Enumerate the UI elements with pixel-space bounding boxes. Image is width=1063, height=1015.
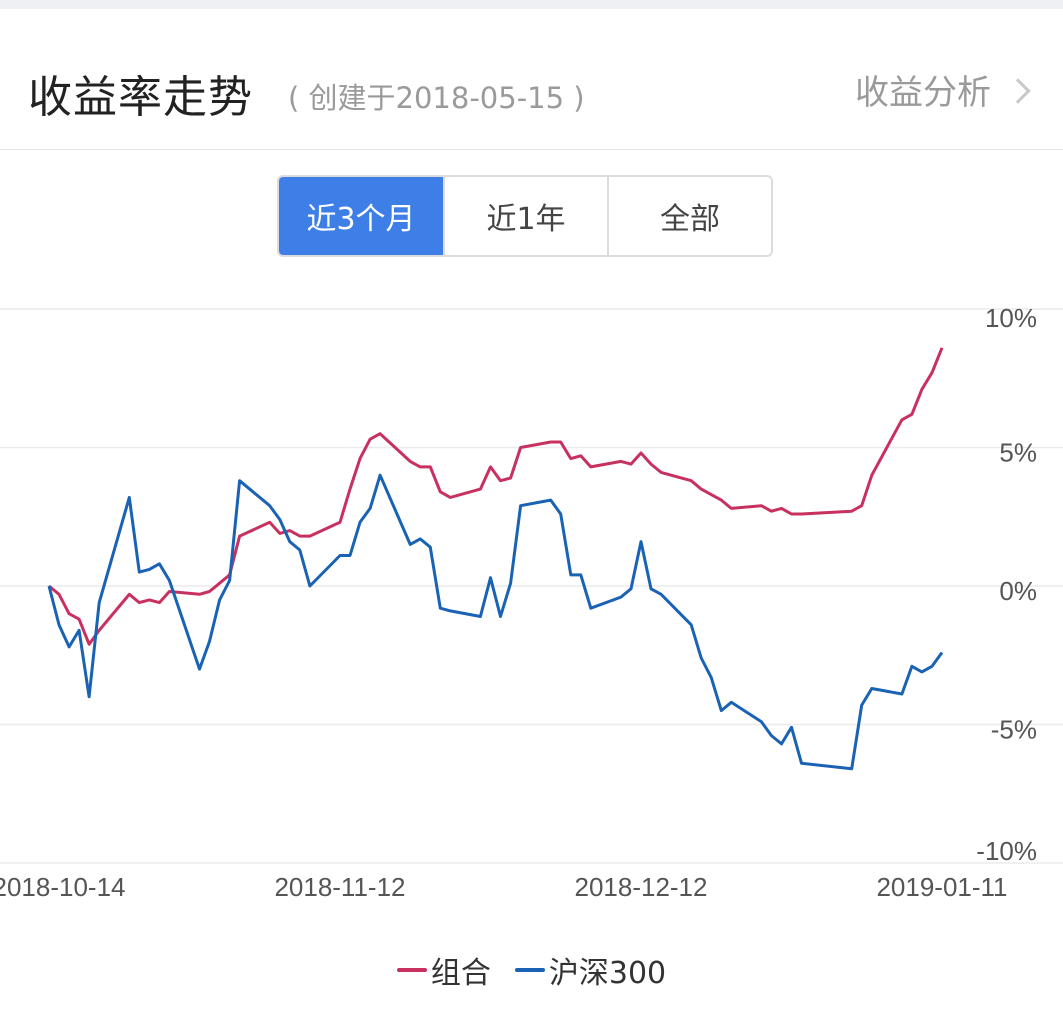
header: 收益率走势 ( 创建于2018-05-15 ) 收益分析: [0, 9, 1063, 150]
y-tick-label: -5%: [991, 715, 1037, 745]
chart-legend: 组合 沪深300: [0, 948, 1063, 992]
y-tick-label: 10%: [985, 303, 1037, 333]
tab-all[interactable]: 全部: [607, 177, 771, 255]
x-tick-label: 2018-11-12: [274, 872, 405, 902]
tab-3-months[interactable]: 近3个月: [279, 177, 443, 255]
y-tick-label: 5%: [999, 438, 1037, 468]
return-chart: 10% 5% 0% -5% -10% 2018-10-14 2018-11-12 2018-…: [0, 303, 1063, 902]
x-tick-label: 2019-01-11: [876, 872, 1007, 902]
created-date: ( 创建于2018-05-15 ): [288, 81, 585, 115]
legend-label-benchmark: 沪深300: [548, 956, 667, 991]
y-tick-label: 0%: [999, 576, 1037, 606]
chevron-right-icon: [1005, 77, 1031, 104]
legend-item-portfolio[interactable]: 组合: [396, 948, 491, 992]
legend-item-benchmark[interactable]: 沪深300: [514, 948, 667, 992]
series-line-benchmark: [47, 473, 944, 771]
x-tick-label: 2018-12-12: [574, 872, 707, 902]
tab-1-year[interactable]: 近1年: [443, 177, 607, 255]
legend-swatch-benchmark: [514, 968, 545, 972]
legend-swatch-portfolio: [396, 968, 427, 972]
period-tabs: 近3个月 近1年 全部: [277, 175, 773, 257]
top-strip: [0, 0, 1063, 9]
return-analysis-label: 收益分析: [855, 73, 991, 113]
x-tick-label: 2018-10-14: [0, 872, 126, 902]
series-line-portfolio: [48, 347, 944, 646]
y-tick-label: -10%: [976, 836, 1037, 866]
legend-label-portfolio: 组合: [430, 956, 491, 991]
return-analysis-link[interactable]: 收益分析: [855, 65, 1031, 114]
page-title: 收益率走势: [28, 72, 253, 123]
